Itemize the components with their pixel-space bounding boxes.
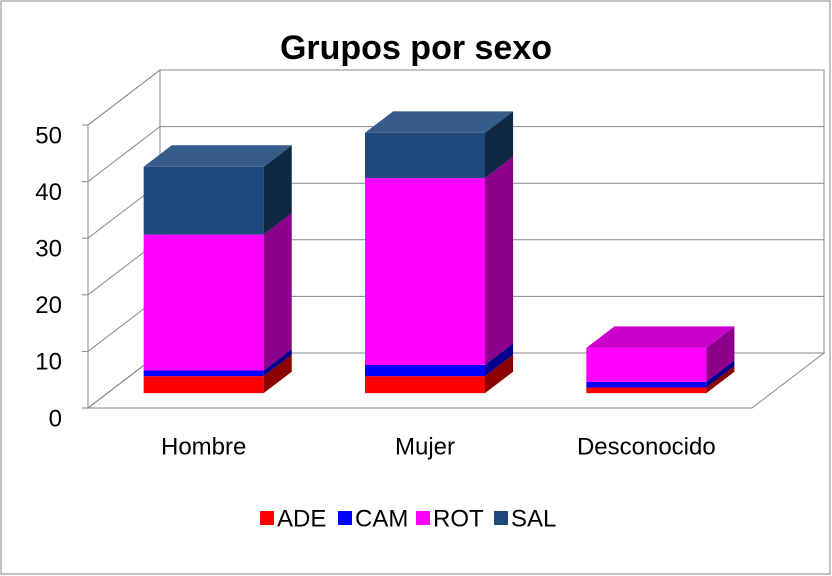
y-tick-label: 50 — [35, 122, 62, 149]
bar-side — [263, 354, 292, 394]
chart-title: Grupos por sexo — [280, 29, 552, 67]
bar-front — [365, 364, 485, 377]
bar-front — [586, 387, 707, 394]
legend-swatch — [260, 511, 274, 525]
y-tick-label: 30 — [35, 236, 62, 263]
bar-front — [365, 132, 485, 179]
bar-side — [706, 366, 735, 394]
legend-label: ADE — [277, 505, 326, 532]
y-tick-label: 10 — [35, 349, 62, 376]
bar-top — [586, 326, 735, 348]
grid-line — [87, 126, 824, 182]
grid-line — [87, 69, 824, 126]
bar-top — [143, 145, 292, 167]
legend-label: ROT — [433, 505, 484, 532]
bar-front — [365, 178, 485, 365]
bar-front — [586, 347, 707, 382]
y-tick-label: 0 — [49, 405, 62, 432]
legend-label: CAM — [355, 505, 408, 532]
x-tick-label: Mujer — [395, 433, 455, 460]
bar-side — [706, 326, 735, 382]
legend-swatch — [338, 511, 352, 525]
y-tick-label: 40 — [35, 179, 62, 206]
bar-side — [485, 111, 514, 179]
legend-label: SAL — [511, 505, 556, 532]
bar-front — [143, 376, 264, 394]
bar-side — [706, 360, 735, 388]
legend-swatch — [494, 511, 508, 525]
bar-side — [485, 156, 514, 365]
bar-front — [143, 234, 264, 371]
bar-front — [143, 166, 264, 235]
bar-side — [263, 213, 292, 371]
bar-top — [365, 111, 514, 133]
bar-side — [263, 145, 292, 235]
bar-front — [365, 376, 485, 394]
bar-side — [485, 354, 514, 394]
y-tick-label: 20 — [35, 292, 62, 319]
bar-side — [485, 343, 514, 377]
bar-front — [586, 381, 707, 388]
bar-front — [143, 370, 264, 377]
bar-side — [263, 349, 292, 377]
x-tick-label: Desconocido — [577, 433, 716, 460]
x-tick-label: Hombre — [161, 433, 246, 460]
legend-swatch — [416, 511, 430, 525]
